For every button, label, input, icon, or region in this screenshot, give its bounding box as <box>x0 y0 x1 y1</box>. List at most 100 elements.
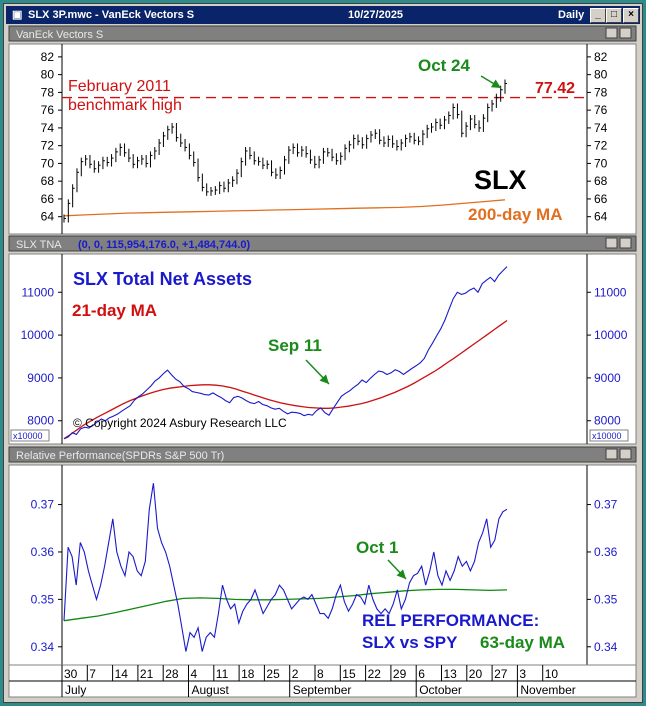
y-tick-label-right: 0.36 <box>594 545 618 559</box>
oct1-annotation: Oct 1 <box>356 538 399 557</box>
oct1-arrow-head <box>396 569 406 579</box>
y-tick-label-left: 72 <box>41 139 55 153</box>
y-tick-label-right: 78 <box>594 85 608 99</box>
y-tick-label-right: 9000 <box>594 371 621 385</box>
panel-restore-button[interactable] <box>605 448 618 460</box>
panel-header <box>8 235 637 252</box>
benchmark-label-line1: February 2011 <box>68 78 171 95</box>
plot-area <box>8 253 637 445</box>
tna-line <box>63 266 508 440</box>
day-tick-label: 2 <box>292 667 299 681</box>
panel-title: Relative Performance(SPDRs S&P 500 Tr) <box>16 450 224 462</box>
rel-performance-line <box>63 483 508 652</box>
panel-title: VanEck Vectors S <box>16 29 103 41</box>
oct24-arrow-head <box>490 79 501 88</box>
day-tick-label: 20 <box>469 667 483 681</box>
y-tick-label-left: 70 <box>41 156 55 170</box>
day-tick-label: 13 <box>444 667 458 681</box>
oct24-annotation: Oct 24 <box>418 56 471 75</box>
y-tick-label-right: 64 <box>594 210 608 224</box>
y-tick-label-right: 0.34 <box>594 640 618 654</box>
y-tick-label-left: 80 <box>41 68 55 82</box>
title-bar[interactable]: ▣ SLX 3P.mwc - VanEck Vectors S 10/27/20… <box>6 6 640 24</box>
y-tick-label-right: 66 <box>594 192 608 206</box>
day-tick-label: 3 <box>519 667 526 681</box>
ma63-line <box>63 588 508 622</box>
y-tick-label-right: 74 <box>594 121 608 135</box>
y-tick-label-right: 82 <box>594 50 608 64</box>
scale-box-left <box>10 429 50 442</box>
y-tick-label-left: 8000 <box>27 414 54 428</box>
month-label: August <box>192 683 230 697</box>
y-tick-label-left: 68 <box>41 174 55 188</box>
month-label: September <box>293 683 352 697</box>
y-tick-label-right: 0.35 <box>594 592 618 606</box>
y-tick-label-right: 0.37 <box>594 498 618 512</box>
panel-close-button[interactable] <box>619 27 632 39</box>
ma21-label: 21-day MA <box>72 301 157 320</box>
plot-area <box>8 43 637 235</box>
scale-label-right: x10000 <box>592 431 622 441</box>
day-tick-label: 22 <box>368 667 382 681</box>
day-tick-label: 10 <box>545 667 559 681</box>
scale-label-left: x10000 <box>13 431 43 441</box>
interval-label: Daily <box>558 9 585 21</box>
panel-close-button[interactable] <box>619 448 632 460</box>
rel-label-line2: SLX vs SPY <box>362 633 458 652</box>
maximize-button[interactable]: □ <box>606 8 622 23</box>
y-tick-label-right: 11000 <box>594 285 627 299</box>
plot-area <box>8 464 637 666</box>
y-tick-label-left: 78 <box>41 85 55 99</box>
day-tick-label: 18 <box>241 667 255 681</box>
panel-restore-button[interactable] <box>605 27 618 39</box>
ma200-label: 200-day MA <box>468 205 562 224</box>
day-tick-label: 25 <box>266 667 280 681</box>
panel-3: Relative Performance(SPDRs S&P 500 Tr) 0.… <box>8 446 637 666</box>
day-tick-label: 28 <box>165 667 179 681</box>
y-tick-label-right: 8000 <box>594 414 621 428</box>
ma63-label: 63-day MA <box>480 633 565 652</box>
y-tick-label-left: 0.34 <box>31 640 55 654</box>
day-tick-label: 30 <box>64 667 78 681</box>
panel-header <box>8 446 637 463</box>
sep11-annotation: Sep 11 <box>268 336 322 355</box>
panel-params: (0, 0, 115,954,176.0, +1,484,744.0) <box>78 239 251 251</box>
scale-box-right <box>589 429 629 442</box>
y-tick-label-right: 72 <box>594 139 608 153</box>
month-label: November <box>520 683 575 697</box>
rel-label-line1: REL PERFORMANCE: <box>362 611 539 630</box>
month-label: October <box>419 683 462 697</box>
minimize-button[interactable]: _ <box>590 8 606 23</box>
y-tick-label-left: 9000 <box>27 371 54 385</box>
day-tick-label: 14 <box>115 667 129 681</box>
ma200-line <box>63 199 506 217</box>
copyright-text: © Copyright 2024 Asbury Research LLC <box>73 416 287 430</box>
month-label: July <box>65 683 86 697</box>
y-tick-label-right: 76 <box>594 103 608 117</box>
day-tick-label: 15 <box>342 667 356 681</box>
y-tick-label-left: 82 <box>41 50 55 64</box>
tna-title: SLX Total Net Assets <box>73 269 252 289</box>
panel-header <box>8 25 637 42</box>
day-tick-label: 11 <box>216 667 229 681</box>
panel-restore-button[interactable] <box>605 237 618 249</box>
y-tick-label-right: 68 <box>594 174 608 188</box>
y-tick-label-right: 70 <box>594 156 608 170</box>
day-tick-label: 4 <box>191 667 198 681</box>
window-date: 10/27/2025 <box>348 9 404 21</box>
y-tick-label-left: 0.36 <box>31 545 55 559</box>
y-tick-label-left: 11000 <box>22 285 55 299</box>
day-tick-label: 7 <box>89 667 96 681</box>
close-button[interactable]: × <box>623 8 639 23</box>
panel-close-button[interactable] <box>619 237 632 249</box>
panel-1: VanEck Vectors S 64 64 66 66 68 68 70 70 72 72 74 74… <box>8 25 637 235</box>
benchmark-label-line2: benchmark high <box>68 97 182 114</box>
y-tick-label-right: 80 <box>594 68 608 82</box>
y-tick-label-right: 10000 <box>594 328 628 342</box>
y-tick-label-left: 76 <box>41 103 55 117</box>
day-tick-label: 8 <box>317 667 324 681</box>
panel-title: SLX TNA <box>16 239 62 251</box>
day-tick-label: 27 <box>494 667 508 681</box>
